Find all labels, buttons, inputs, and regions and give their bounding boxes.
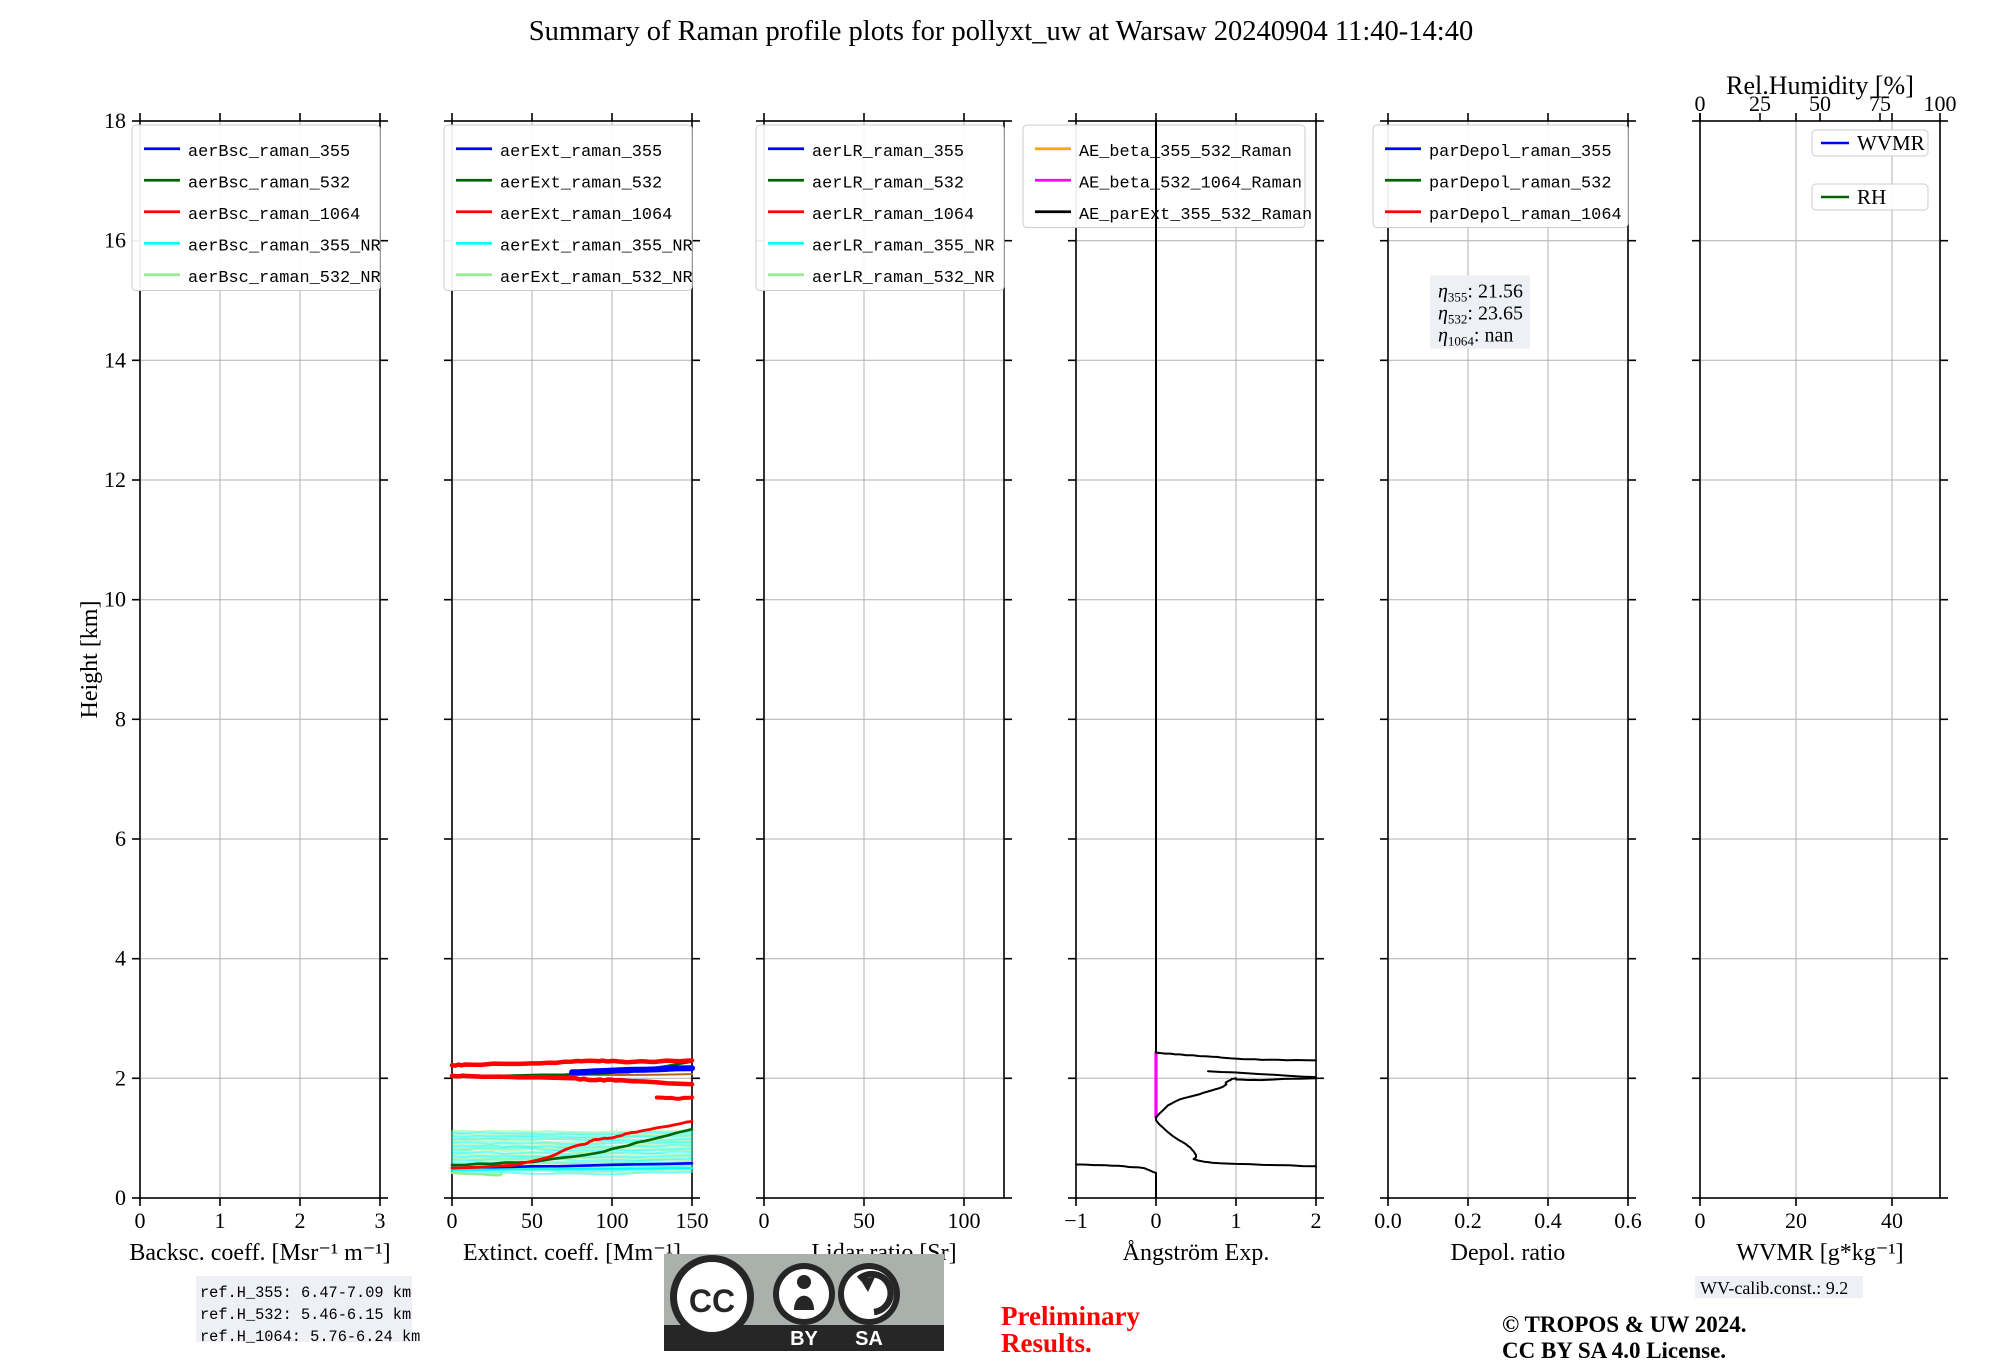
- svg-text:WVMR: WVMR: [1857, 131, 1925, 155]
- svg-text:3: 3: [375, 1208, 386, 1233]
- svg-text:50: 50: [853, 1208, 875, 1233]
- svg-text:4: 4: [115, 946, 126, 971]
- svg-text:−1: −1: [1064, 1208, 1087, 1233]
- svg-text:0: 0: [115, 1185, 126, 1210]
- svg-text:12: 12: [104, 467, 126, 492]
- svg-text:8: 8: [115, 706, 126, 731]
- svg-text:ref.H_355: 6.47-7.09 km: ref.H_355: 6.47-7.09 km: [200, 1284, 411, 1302]
- svg-text:2: 2: [295, 1208, 306, 1233]
- svg-text:aerBsc_raman_532_NR: aerBsc_raman_532_NR: [188, 269, 381, 288]
- svg-text:aerBsc_raman_355_NR: aerBsc_raman_355_NR: [188, 237, 381, 256]
- svg-text:Results.: Results.: [1001, 1328, 1092, 1358]
- svg-text:1: 1: [1231, 1208, 1242, 1233]
- svg-text:© TROPOS & UW 2024.: © TROPOS & UW 2024.: [1502, 1312, 1746, 1337]
- svg-text:aerLR_raman_355: aerLR_raman_355: [812, 143, 964, 162]
- svg-text:6: 6: [115, 826, 126, 851]
- svg-text:AE_beta_355_532_Raman: AE_beta_355_532_Raman: [1079, 143, 1292, 162]
- svg-text:0.4: 0.4: [1534, 1208, 1562, 1233]
- svg-text:aerLR_raman_355_NR: aerLR_raman_355_NR: [812, 237, 994, 256]
- svg-text:0: 0: [759, 1208, 770, 1233]
- svg-text:aerExt_raman_355_NR: aerExt_raman_355_NR: [500, 237, 693, 256]
- svg-text:aerLR_raman_1064: aerLR_raman_1064: [812, 206, 974, 225]
- svg-text:0: 0: [447, 1208, 458, 1233]
- svg-text:Extinct. coeff. [Mm⁻¹]: Extinct. coeff. [Mm⁻¹]: [463, 1240, 681, 1266]
- svg-text:SA: SA: [855, 1328, 883, 1350]
- svg-text:18: 18: [104, 108, 126, 133]
- svg-text:0: 0: [1695, 91, 1706, 116]
- svg-text:Height [km]: Height [km]: [77, 601, 103, 719]
- svg-text:1: 1: [215, 1208, 226, 1233]
- svg-text:100: 100: [948, 1208, 981, 1233]
- svg-text:aerExt_raman_355: aerExt_raman_355: [500, 143, 662, 162]
- svg-text:aerExt_raman_532_NR: aerExt_raman_532_NR: [500, 269, 693, 288]
- svg-text:Depol. ratio: Depol. ratio: [1451, 1240, 1566, 1266]
- svg-text:CC BY SA 4.0 License.: CC BY SA 4.0 License.: [1502, 1338, 1726, 1360]
- svg-text:0.6: 0.6: [1614, 1208, 1642, 1233]
- svg-text:AE_beta_532_1064_Raman: AE_beta_532_1064_Raman: [1079, 174, 1302, 193]
- svg-text:Summary of Raman profile plots: Summary of Raman profile plots for polly…: [529, 16, 1473, 47]
- svg-text:10: 10: [104, 587, 126, 612]
- svg-text:RH: RH: [1857, 185, 1886, 209]
- svg-text:0: 0: [1151, 1208, 1162, 1233]
- svg-text:parDepol_raman_355: parDepol_raman_355: [1429, 143, 1611, 162]
- svg-text:14: 14: [104, 347, 126, 372]
- svg-text:aerLR_raman_532: aerLR_raman_532: [812, 174, 964, 193]
- svg-text:WVMR [g*kg⁻¹]: WVMR [g*kg⁻¹]: [1736, 1240, 1903, 1266]
- svg-text:ref.H_532: 5.46-6.15 km: ref.H_532: 5.46-6.15 km: [200, 1306, 411, 1324]
- svg-text:parDepol_raman_1064: parDepol_raman_1064: [1429, 206, 1622, 225]
- svg-text:16: 16: [104, 228, 126, 253]
- svg-text:150: 150: [676, 1208, 709, 1233]
- svg-text:2: 2: [115, 1065, 126, 1090]
- svg-text:20: 20: [1785, 1208, 1807, 1233]
- svg-text:CC: CC: [689, 1283, 735, 1319]
- svg-text:aerLR_raman_532_NR: aerLR_raman_532_NR: [812, 269, 994, 288]
- svg-text:Backsc. coeff. [Msr⁻¹ m⁻¹]: Backsc. coeff. [Msr⁻¹ m⁻¹]: [129, 1240, 390, 1266]
- svg-text:aerExt_raman_532: aerExt_raman_532: [500, 174, 662, 193]
- svg-text:aerExt_raman_1064: aerExt_raman_1064: [500, 206, 672, 225]
- svg-text:50: 50: [1809, 91, 1831, 116]
- svg-text:AE_parExt_355_532_Raman: AE_parExt_355_532_Raman: [1079, 206, 1312, 225]
- svg-text:aerBsc_raman_532: aerBsc_raman_532: [188, 174, 350, 193]
- svg-text:40: 40: [1881, 1208, 1903, 1233]
- svg-text:Ångström Exp.: Ångström Exp.: [1123, 1240, 1270, 1266]
- svg-text:BY: BY: [790, 1328, 818, 1350]
- svg-text:0.2: 0.2: [1454, 1208, 1482, 1233]
- svg-text:75: 75: [1869, 91, 1891, 116]
- svg-text:100: 100: [596, 1208, 629, 1233]
- svg-text:WV-calib.const.: 9.2: WV-calib.const.: 9.2: [1700, 1278, 1848, 1298]
- svg-text:25: 25: [1749, 91, 1771, 116]
- svg-text:50: 50: [521, 1208, 543, 1233]
- svg-text:0.0: 0.0: [1374, 1208, 1402, 1233]
- svg-text:100: 100: [1924, 91, 1957, 116]
- svg-text:aerBsc_raman_355: aerBsc_raman_355: [188, 143, 350, 162]
- svg-text:0: 0: [135, 1208, 146, 1233]
- svg-text:ref.H_1064: 5.76-6.24 km: ref.H_1064: 5.76-6.24 km: [200, 1328, 420, 1346]
- svg-text:2: 2: [1311, 1208, 1322, 1233]
- svg-text:Preliminary: Preliminary: [1001, 1301, 1140, 1331]
- svg-text:parDepol_raman_532: parDepol_raman_532: [1429, 174, 1611, 193]
- svg-text:0: 0: [1695, 1208, 1706, 1233]
- svg-text:aerBsc_raman_1064: aerBsc_raman_1064: [188, 206, 360, 225]
